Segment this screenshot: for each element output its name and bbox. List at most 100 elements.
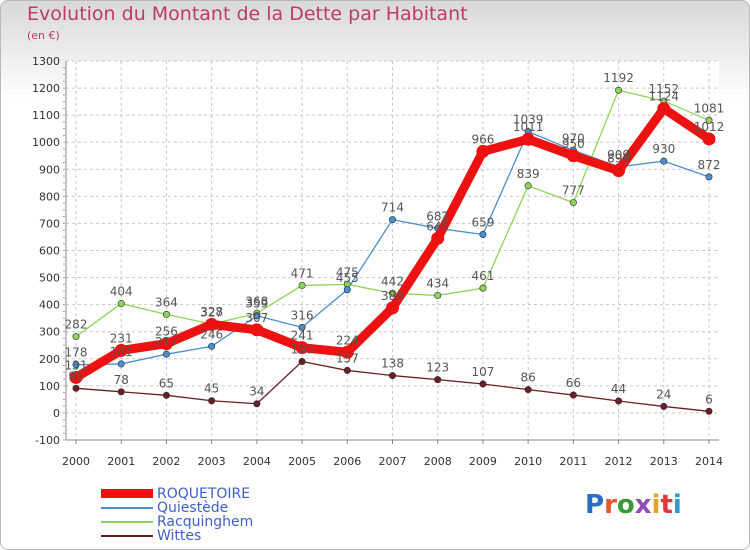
data-label-wittes: 24 xyxy=(656,387,671,401)
data-label-quiestede: 316 xyxy=(291,308,314,322)
data-label-quiestede: 178 xyxy=(65,346,88,360)
data-label-quiestede: 714 xyxy=(381,201,404,215)
legend-label-roquetoire: ROQUETOIRE xyxy=(157,486,251,502)
legend-swatch-quiestede xyxy=(101,507,153,509)
data-point-wittes xyxy=(162,391,170,399)
data-point-roquetoire xyxy=(250,323,264,337)
data-label-wittes: 91 xyxy=(68,369,83,383)
data-label-quiestede: 872 xyxy=(698,158,721,172)
logo-letter: i xyxy=(672,490,682,520)
data-point-quiestede xyxy=(208,342,216,350)
x-tick-label: 2003 xyxy=(198,455,226,468)
data-point-roquetoire xyxy=(69,370,83,384)
y-tick-label: 1200 xyxy=(32,82,60,95)
data-point-roquetoire xyxy=(657,102,671,116)
data-label-quiestede: 970 xyxy=(562,131,585,145)
logo-letter: t xyxy=(660,490,673,520)
data-label-quiestede: 682 xyxy=(426,209,449,223)
data-label-racquinghem: 1152 xyxy=(649,82,680,96)
data-point-quiestede xyxy=(117,360,125,368)
data-label-wittes: 157 xyxy=(336,351,359,365)
data-label-wittes: 123 xyxy=(426,361,449,375)
data-point-quiestede xyxy=(72,361,80,369)
legend-label-wittes: Wittes xyxy=(157,528,202,544)
x-tick-label: 2002 xyxy=(152,455,180,468)
data-point-racquinghem xyxy=(298,281,306,289)
data-label-quiestede: 455 xyxy=(336,271,359,285)
legend-label-quiestede: Quiestède xyxy=(157,500,229,516)
y-tick-label: 200 xyxy=(39,353,60,366)
logo-letter: i xyxy=(651,490,661,520)
data-point-quiestede xyxy=(253,312,261,320)
data-point-roquetoire xyxy=(159,337,173,351)
data-label-racquinghem: 1192 xyxy=(603,71,634,85)
data-point-wittes xyxy=(208,397,216,405)
x-tick-label: 2004 xyxy=(243,455,271,468)
data-point-racquinghem xyxy=(162,310,170,318)
data-label-wittes: 6 xyxy=(705,392,713,406)
data-label-quiestede: 659 xyxy=(471,216,494,230)
data-label-roquetoire: 1012 xyxy=(694,120,725,134)
data-point-racquinghem xyxy=(705,116,713,124)
x-tick-label: 2014 xyxy=(695,455,723,468)
data-label-wittes: 66 xyxy=(566,376,581,390)
y-tick-label: 700 xyxy=(39,217,60,230)
data-point-wittes xyxy=(615,397,623,405)
data-label-roquetoire: 1011 xyxy=(513,120,544,134)
logo-letter: o xyxy=(616,490,635,520)
data-label-roquetoire: 388 xyxy=(381,289,404,303)
y-tick-label: 1000 xyxy=(32,136,60,149)
data-point-quiestede xyxy=(705,173,713,181)
legend-swatch-racquinghem xyxy=(101,521,153,523)
data-point-wittes xyxy=(343,366,351,374)
x-tick-label: 2007 xyxy=(379,455,407,468)
data-label-wittes: 34 xyxy=(249,385,264,399)
proxiti-logo: Proxiti xyxy=(585,490,682,520)
x-tick-label: 2001 xyxy=(107,455,135,468)
data-label-racquinghem: 282 xyxy=(65,318,88,332)
y-tick-label: 1100 xyxy=(32,109,60,122)
data-point-quiestede xyxy=(343,286,351,294)
x-tick-label: 2009 xyxy=(469,455,497,468)
legend-swatch-wittes xyxy=(101,535,153,537)
data-point-quiestede xyxy=(162,350,170,358)
data-point-roquetoire xyxy=(295,341,309,355)
data-label-racquinghem: 461 xyxy=(471,269,494,283)
data-label-quiestede: 246 xyxy=(200,327,223,341)
data-label-roquetoire: 895 xyxy=(607,152,630,166)
y-tick-label: 500 xyxy=(39,272,60,285)
chart-title: Evolution du Montant de la Dette par Hab… xyxy=(27,3,468,25)
data-label-racquinghem: 475 xyxy=(336,265,359,279)
data-label-wittes: 138 xyxy=(381,357,404,371)
x-tick-label: 2008 xyxy=(424,455,452,468)
y-tick-label: 1300 xyxy=(32,55,60,68)
data-point-wittes xyxy=(117,388,125,396)
data-label-racquinghem: 442 xyxy=(381,274,404,288)
legend-swatch-roquetoire xyxy=(101,489,153,498)
y-tick-label: 100 xyxy=(39,380,60,393)
data-label-quiestede: 217 xyxy=(155,335,178,349)
data-label-racquinghem: 404 xyxy=(110,285,133,299)
data-point-racquinghem xyxy=(569,199,577,207)
data-point-wittes xyxy=(253,400,261,408)
data-label-quiestede: 359 xyxy=(245,297,268,311)
data-label-racquinghem: 368 xyxy=(245,294,268,308)
x-tick-label: 2010 xyxy=(514,455,542,468)
data-label-roquetoire: 231 xyxy=(110,331,133,345)
data-label-wittes: 190 xyxy=(291,342,314,356)
data-point-racquinghem xyxy=(434,291,442,299)
data-point-wittes xyxy=(660,402,668,410)
legend-label-racquinghem: Racquinghem xyxy=(157,514,254,530)
data-point-roquetoire xyxy=(114,343,128,357)
data-point-wittes xyxy=(569,391,577,399)
data-label-wittes: 45 xyxy=(204,382,219,396)
y-tick-label: -100 xyxy=(35,434,60,447)
data-label-roquetoire: 327 xyxy=(200,305,223,319)
data-label-racquinghem: 364 xyxy=(155,295,178,309)
y-tick-label: 900 xyxy=(39,163,60,176)
data-point-racquinghem xyxy=(388,289,396,297)
data-point-wittes xyxy=(388,372,396,380)
data-point-roquetoire xyxy=(702,132,716,146)
